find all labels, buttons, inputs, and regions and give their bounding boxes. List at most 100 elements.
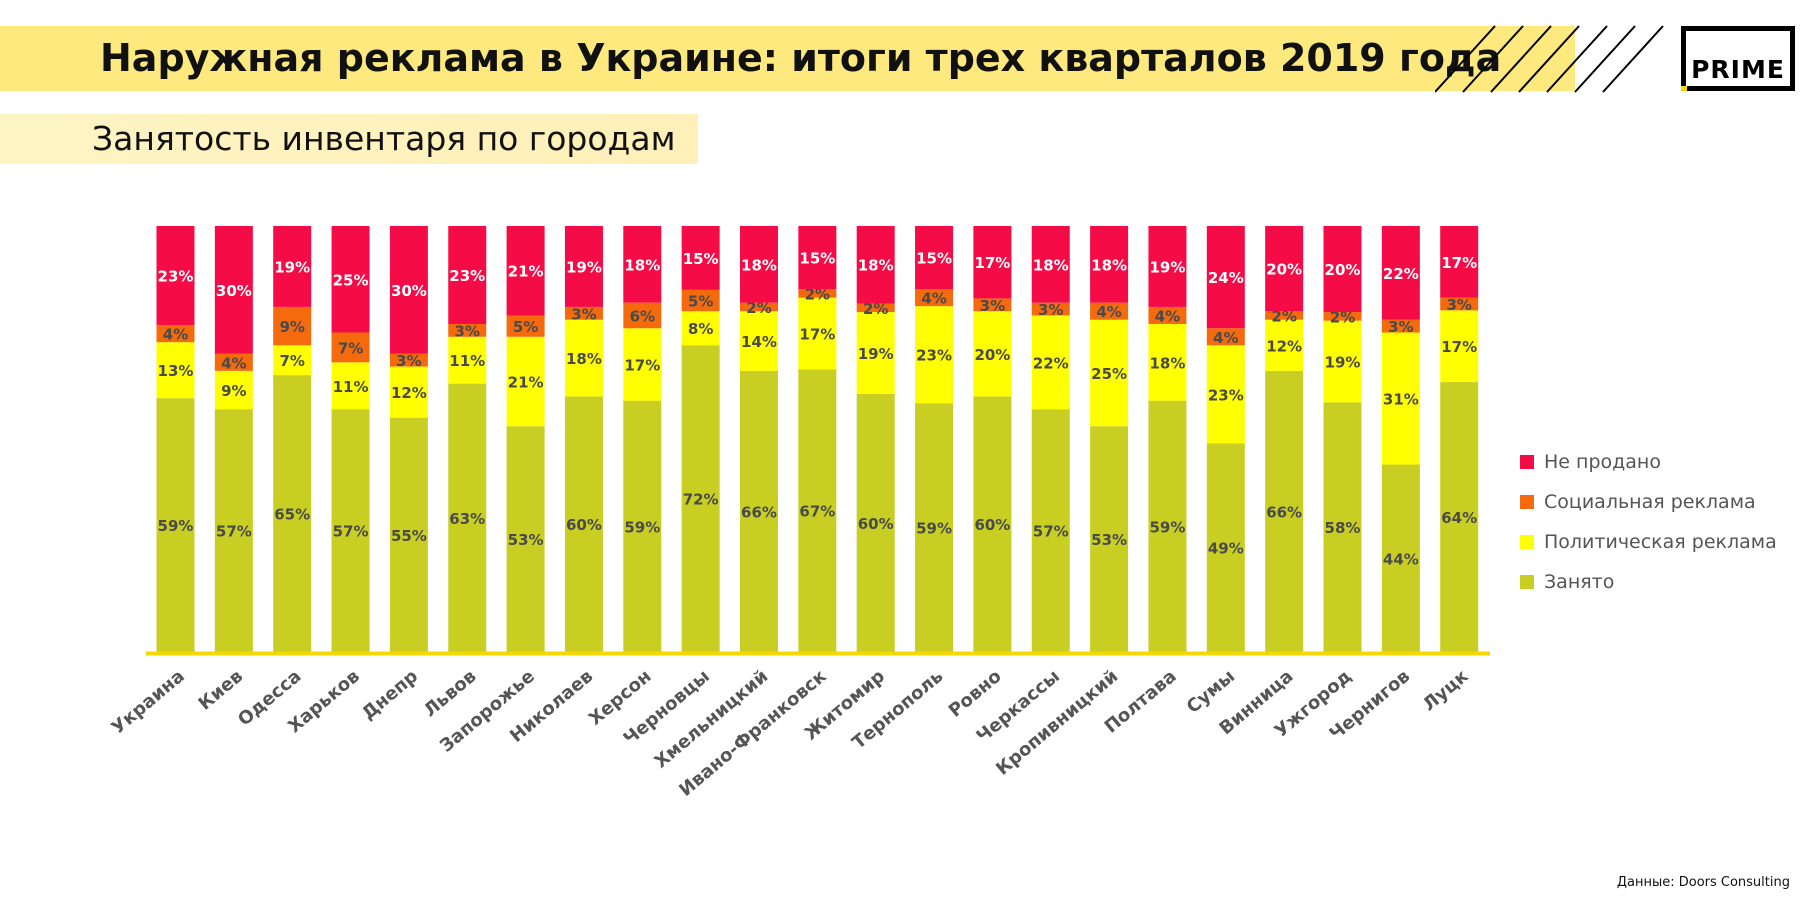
data-label: 53%: [508, 531, 544, 549]
bar-segment: [973, 298, 1012, 312]
data-label: 19%: [1149, 258, 1185, 276]
data-label: 11%: [449, 352, 485, 370]
data-label: 17%: [1441, 254, 1477, 272]
data-label: 60%: [566, 516, 602, 534]
data-label: 18%: [858, 257, 894, 275]
bar-segment: [798, 297, 837, 370]
bar-segment: [564, 306, 603, 320]
legend-label: Не продано: [1544, 451, 1661, 473]
bar-segment: [623, 302, 662, 329]
data-label: 63%: [449, 510, 485, 528]
bar-segment: [506, 226, 545, 316]
bar-segment: [506, 336, 545, 427]
data-label: 9%: [221, 382, 246, 400]
data-label: 6%: [630, 307, 655, 325]
logo-accent: [1681, 86, 1687, 91]
bar-segment: [506, 315, 545, 337]
bar-segment: [1381, 332, 1420, 465]
data-label: 17%: [1441, 338, 1477, 356]
data-label: 4%: [1213, 329, 1238, 347]
bar-segment: [273, 345, 312, 376]
legend-label: Социальная реклама: [1544, 491, 1756, 513]
bar-segment: [681, 311, 720, 346]
bar-segment: [973, 226, 1012, 299]
bar-segment: [331, 226, 370, 333]
bar-segment: [740, 370, 778, 652]
bar-segment: [331, 332, 370, 363]
bar-segment: [1090, 319, 1129, 427]
bar-segment: [1206, 345, 1245, 444]
bar-segment: [156, 342, 195, 399]
data-label: 18%: [1091, 256, 1127, 274]
data-label: 2%: [805, 285, 830, 303]
data-label: 18%: [741, 256, 777, 274]
data-label: 21%: [508, 263, 544, 281]
data-label: 19%: [1325, 354, 1361, 372]
bar-segment: [1381, 464, 1420, 652]
data-label: 7%: [279, 352, 304, 370]
data-label: 7%: [338, 339, 363, 357]
data-label: 5%: [513, 318, 538, 336]
bar-segment: [331, 409, 370, 652]
bar-segment: [214, 370, 253, 410]
x-tick-label: Луцк: [1419, 666, 1473, 716]
bar-segment: [1090, 302, 1129, 320]
data-label: 3%: [1446, 296, 1471, 314]
data-label: 23%: [158, 267, 194, 285]
data-label: 4%: [1155, 307, 1180, 325]
x-tick-label: Киев: [195, 666, 248, 715]
data-label: 20%: [1266, 261, 1302, 279]
data-label: 58%: [1325, 519, 1361, 537]
data-label: 20%: [1325, 261, 1361, 279]
data-label: 67%: [799, 503, 835, 521]
bar-segment: [273, 375, 312, 652]
bar-segment: [915, 226, 954, 290]
data-label: 30%: [216, 282, 252, 300]
data-label: 59%: [158, 517, 194, 535]
data-label: 3%: [1038, 301, 1063, 319]
bar-segment: [1323, 402, 1362, 652]
bar-segment: [623, 400, 662, 652]
data-label: 64%: [1441, 509, 1477, 527]
subtitle-band: [0, 114, 698, 164]
chart-subtitle: Занятость инвентаря по городам: [92, 119, 676, 158]
bar-segment: [973, 311, 1012, 397]
data-label: 12%: [1266, 337, 1302, 355]
data-label: 2%: [1330, 308, 1355, 326]
bar-segment: [389, 353, 428, 367]
data-label: 8%: [688, 320, 713, 338]
legend-swatch: [1520, 535, 1534, 549]
bar-segment: [1148, 400, 1187, 652]
bar-segment: [273, 226, 312, 307]
bar-segment: [1148, 323, 1187, 401]
bar-segment: [564, 319, 603, 397]
data-label: 19%: [566, 258, 602, 276]
data-label: 3%: [1388, 318, 1413, 336]
data-label: 4%: [921, 290, 946, 308]
legend-swatch: [1520, 495, 1534, 509]
bar-segment: [1440, 310, 1479, 383]
data-label: 57%: [333, 523, 369, 541]
data-label: 19%: [858, 345, 894, 363]
data-label: 57%: [1033, 523, 1069, 541]
bar-segment: [273, 306, 312, 346]
data-label: 21%: [508, 373, 544, 391]
bar-segment: [389, 226, 428, 354]
bar-segment: [1148, 226, 1187, 307]
data-label: 14%: [741, 333, 777, 351]
bar-segment: [623, 226, 662, 303]
bar-segment: [623, 328, 662, 401]
bar-segment: [506, 426, 545, 652]
bar-segment: [798, 226, 837, 290]
data-label: 65%: [274, 506, 310, 524]
data-label: 19%: [274, 258, 310, 276]
bar-segment: [681, 345, 720, 652]
logo-text: PRIME: [1691, 55, 1785, 84]
bar-segment: [448, 336, 487, 384]
bar-segment: [1206, 328, 1245, 346]
data-label: 18%: [1149, 354, 1185, 372]
data-label: 44%: [1383, 550, 1419, 568]
data-label: 17%: [799, 326, 835, 344]
bar-segment: [389, 366, 428, 418]
